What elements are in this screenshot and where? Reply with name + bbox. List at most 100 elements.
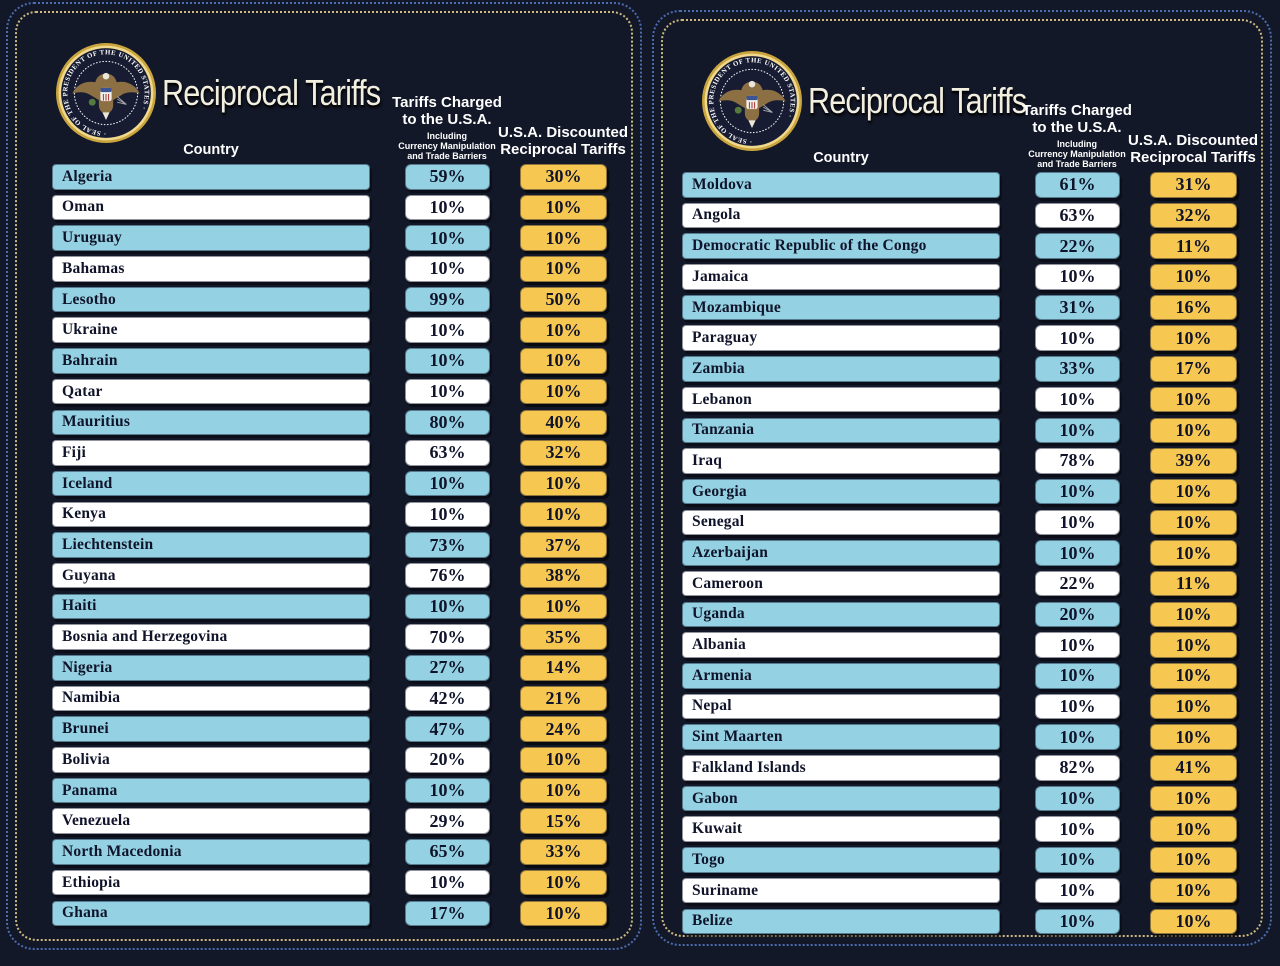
- discounted-tariff-cell: 16%: [1150, 294, 1237, 321]
- country-cell: Cameroon: [682, 570, 1000, 597]
- country-cell: Suriname: [682, 877, 1000, 904]
- tariff-charged-cell: 78%: [1035, 448, 1120, 474]
- discounted-tariff-cell: 10%: [1150, 601, 1237, 628]
- discounted-tariff-cell: 10%: [520, 777, 607, 804]
- column-header-discounted: U.S.A. Discounted Reciprocal Tariffs: [497, 124, 628, 159]
- table-row: Ethiopia 10% 10%: [52, 869, 608, 896]
- discounted-tariff-cell: 50%: [520, 286, 607, 313]
- country-cell: Kuwait: [682, 816, 1000, 842]
- country-cell: Paraguay: [682, 325, 1000, 351]
- tariff-charged-cell: 10%: [1035, 663, 1120, 689]
- panel-title: Reciprocal Tariffs: [162, 72, 381, 113]
- country-cell: Oman: [52, 194, 370, 221]
- tariff-charged-cell: 17%: [405, 900, 490, 926]
- country-cell: Mozambique: [682, 294, 1000, 321]
- tariff-charged-cell: 65%: [405, 839, 490, 865]
- discounted-tariff-cell: 10%: [1150, 417, 1237, 443]
- country-cell: Ghana: [52, 900, 370, 926]
- discounted-tariff-cell: 14%: [520, 655, 607, 681]
- country-cell: Gabon: [682, 785, 1000, 812]
- country-cell: Nigeria: [52, 655, 370, 681]
- column-header-charged: Tariffs Charged to the U.S.A. Including Cu…: [367, 94, 527, 162]
- discounted-tariff-cell: 37%: [520, 532, 607, 558]
- discounted-tariff-cell: 10%: [1150, 386, 1237, 413]
- country-cell: Panama: [52, 777, 370, 804]
- tariff-charged-cell: 33%: [1035, 356, 1120, 382]
- tariff-charged-cell: 63%: [1035, 202, 1120, 229]
- table-row: Angola 63% 32%: [682, 202, 1238, 229]
- table-row: Belize 10% 10%: [682, 908, 1238, 934]
- country-cell: Belize: [682, 908, 1000, 934]
- country-cell: Angola: [682, 202, 1000, 229]
- tariff-charged-cell: 10%: [1035, 724, 1120, 750]
- discounted-tariff-cell: 15%: [520, 808, 607, 834]
- discounted-tariff-cell: 10%: [1150, 847, 1237, 873]
- table-row: Uganda 20% 10%: [682, 601, 1238, 628]
- tariff-charged-cell: 22%: [1035, 570, 1120, 597]
- tariff-charged-cell: 20%: [405, 747, 490, 773]
- table-row: Zambia 33% 17%: [682, 356, 1238, 382]
- charged-header-title: Tariffs Charged to the U.S.A.: [392, 94, 502, 128]
- country-cell: Venezuela: [52, 808, 370, 834]
- discounted-tariff-cell: 10%: [520, 348, 607, 374]
- country-cell: Mauritius: [52, 409, 370, 435]
- tariff-charged-cell: 10%: [405, 378, 490, 405]
- tariff-charged-cell: 99%: [405, 286, 490, 313]
- country-cell: Iceland: [52, 470, 370, 497]
- table-row: Iceland 10% 10%: [52, 470, 608, 497]
- country-cell: Ukraine: [52, 317, 370, 343]
- discounted-tariff-cell: 10%: [1150, 264, 1237, 290]
- table-row: Mauritius 80% 40%: [52, 409, 608, 435]
- charged-header-title: Tariffs Charged to the U.S.A.: [1022, 102, 1132, 136]
- country-cell: Albania: [682, 632, 1000, 658]
- tariff-charged-cell: 10%: [405, 317, 490, 343]
- country-cell: Democratic Republic of the Congo: [682, 233, 1000, 259]
- discounted-tariff-cell: 10%: [1150, 632, 1237, 658]
- tariff-charged-cell: 10%: [405, 777, 490, 804]
- table-row: Bahrain 10% 10%: [52, 348, 608, 374]
- tariff-charged-cell: 10%: [1035, 877, 1120, 904]
- table-row: Oman 10% 10%: [52, 194, 608, 221]
- table-row: Falkland Islands 82% 41%: [682, 755, 1238, 781]
- discounted-tariff-cell: 10%: [1150, 816, 1237, 842]
- country-cell: Jamaica: [682, 264, 1000, 290]
- tariff-board-right: · SEAL OF THE PRESIDENT OF THE UNITED ST…: [652, 10, 1272, 946]
- table-row: Armenia 10% 10%: [682, 663, 1238, 689]
- tariff-charged-cell: 10%: [405, 348, 490, 374]
- country-cell: Georgia: [682, 478, 1000, 505]
- country-cell: Togo: [682, 847, 1000, 873]
- table-row: Georgia 10% 10%: [682, 478, 1238, 505]
- discounted-tariff-cell: 10%: [520, 900, 607, 926]
- tariff-charged-cell: 10%: [1035, 785, 1120, 812]
- tariff-charged-cell: 10%: [1035, 847, 1120, 873]
- eagle-emblem-icon: [72, 72, 140, 121]
- table-row: Azerbaijan 10% 10%: [682, 540, 1238, 566]
- table-row: Brunei 47% 24%: [52, 716, 608, 742]
- table-rows: Algeria 59% 30% Oman 10% 10% Uruguay 10% 10% Baha…: [52, 164, 608, 931]
- tariff-board-left-border: · SEAL OF THE PRESIDENT OF THE UNITED ST…: [15, 11, 633, 941]
- country-cell: Fiji: [52, 440, 370, 466]
- discounted-tariff-cell: 10%: [520, 378, 607, 405]
- discounted-tariff-cell: 33%: [520, 839, 607, 865]
- charged-header-subtitle: Including Currency Manipulation and Trade …: [1028, 138, 1126, 170]
- tariff-charged-cell: 10%: [1035, 264, 1120, 290]
- country-cell: Zambia: [682, 356, 1000, 382]
- discounted-tariff-cell: 32%: [1150, 202, 1237, 229]
- table-header: Country Tariffs Charged to the U.S.A. Inc…: [52, 13, 628, 164]
- table-row: North Macedonia 65% 33%: [52, 839, 608, 865]
- country-cell: Moldova: [682, 172, 1000, 198]
- discounted-tariff-cell: 10%: [1150, 325, 1237, 351]
- country-cell: Haiti: [52, 593, 370, 620]
- discounted-tariff-cell: 10%: [1150, 478, 1237, 505]
- discounted-tariff-cell: 10%: [520, 470, 607, 497]
- column-header-country: Country: [183, 142, 239, 158]
- discounted-tariff-cell: 39%: [1150, 448, 1237, 474]
- tariff-charged-cell: 59%: [405, 164, 490, 190]
- tariff-charged-cell: 82%: [1035, 755, 1120, 781]
- seal-dotted-ring: [719, 68, 785, 134]
- tariff-charged-cell: 31%: [1035, 294, 1120, 321]
- table-row: Bolivia 20% 10%: [52, 747, 608, 773]
- table-row: Jamaica 10% 10%: [682, 264, 1238, 290]
- table-row: Venezuela 29% 15%: [52, 808, 608, 834]
- tariff-charged-cell: 10%: [1035, 478, 1120, 505]
